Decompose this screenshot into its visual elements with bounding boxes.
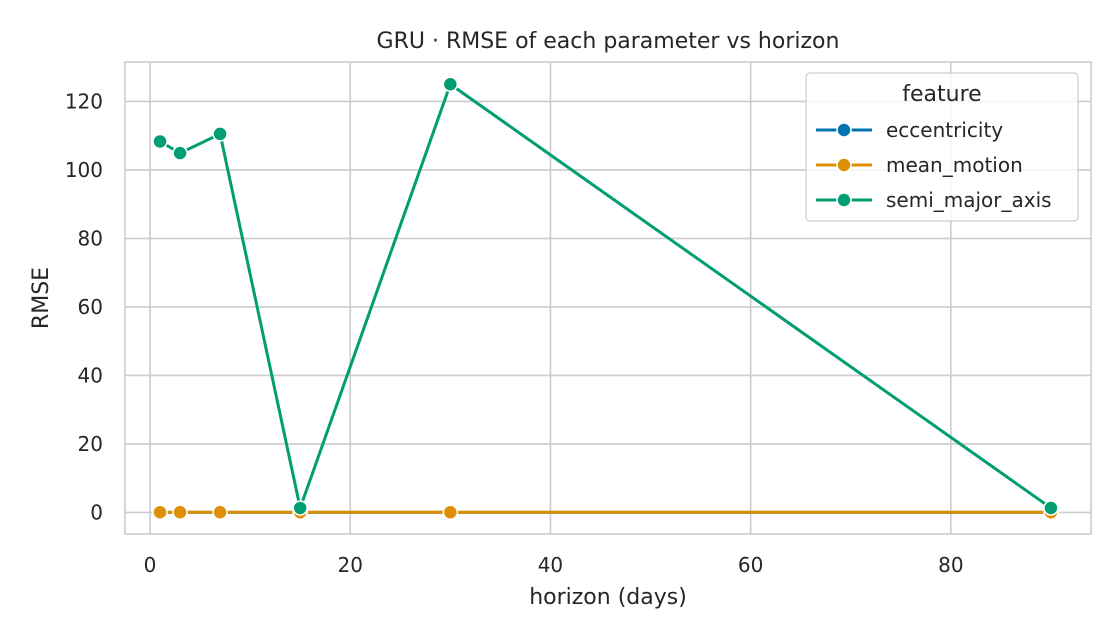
series-layer xyxy=(152,76,1059,521)
y-tick-label: 40 xyxy=(78,363,103,387)
y-tick-label: 0 xyxy=(90,500,103,524)
data-point-semi-major-axis xyxy=(292,500,308,516)
x-tick-label: 0 xyxy=(144,553,157,577)
legend-box xyxy=(805,72,1079,222)
legend-marker-semi-major-axis xyxy=(836,192,852,208)
data-point-mean-motion xyxy=(152,504,168,520)
x-tick-label: 40 xyxy=(538,553,563,577)
legend-label-mean-motion: mean_motion xyxy=(886,153,1023,177)
chart-title: GRU · RMSE of each parameter vs horizon xyxy=(377,29,840,54)
legend: feature eccentricity mean_motion semi_majo… xyxy=(805,72,1079,222)
data-point-semi-major-axis xyxy=(1043,500,1059,516)
legend-title: feature xyxy=(902,82,981,107)
data-point-semi-major-axis xyxy=(172,145,188,161)
x-tick-label: 80 xyxy=(938,553,963,577)
x-tick-label: 60 xyxy=(738,553,763,577)
x-axis-title: horizon (days) xyxy=(529,585,687,610)
legend-label-eccentricity: eccentricity xyxy=(886,118,1003,142)
data-point-mean-motion xyxy=(172,504,188,520)
legend-marker-eccentricity xyxy=(836,122,852,138)
plot-frame xyxy=(124,61,1092,535)
legend-items: eccentricity mean_motion semi_major_axis xyxy=(816,118,1052,212)
legend-label-semi-major-axis: semi_major_axis xyxy=(886,188,1052,212)
data-point-semi-major-axis xyxy=(212,126,228,142)
y-axis-title: RMSE xyxy=(29,267,54,329)
y-tick-label: 100 xyxy=(65,158,103,182)
y-tick-label: 120 xyxy=(65,89,103,113)
y-tick-label: 80 xyxy=(78,226,103,250)
x-tick-label: 20 xyxy=(338,553,363,577)
data-point-mean-motion xyxy=(212,504,228,520)
data-point-semi-major-axis xyxy=(442,76,459,93)
legend-marker-mean-motion xyxy=(836,157,852,173)
data-point-mean-motion xyxy=(442,504,459,520)
data-point-semi-major-axis xyxy=(152,133,168,150)
tick-labels: 0 20 40 60 80 0 20 40 60 80 100 120 xyxy=(65,89,964,577)
y-tick-label: 60 xyxy=(78,295,103,319)
y-tick-label: 20 xyxy=(78,432,103,456)
